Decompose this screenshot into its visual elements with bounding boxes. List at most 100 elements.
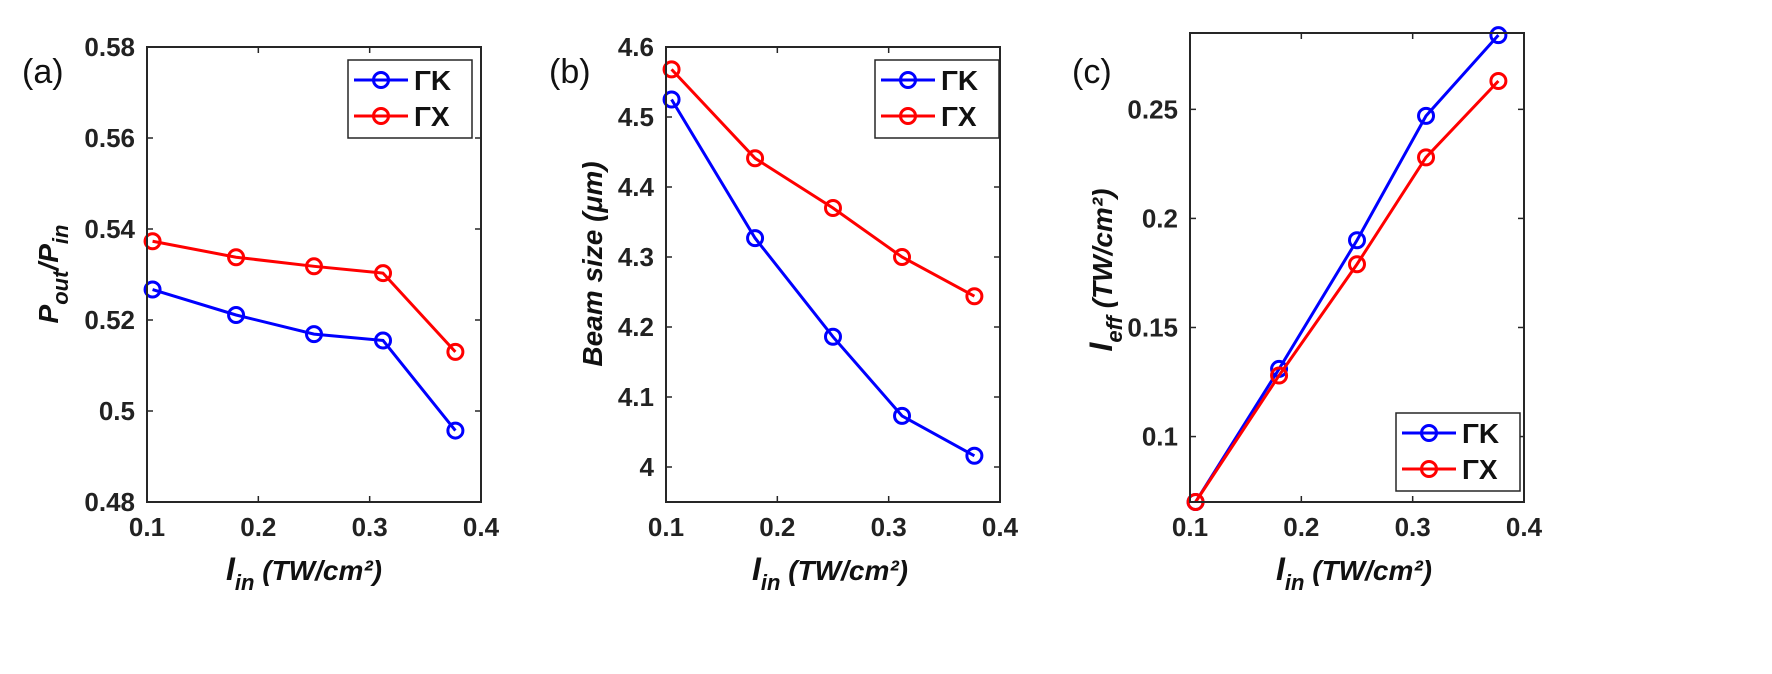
panel-c-series-gx-line xyxy=(1194,79,1500,503)
panel-c-xtick-label: 0.2 xyxy=(1283,512,1319,542)
panel-c-legend-gx-label: ΓX xyxy=(1462,454,1498,485)
panel-c-series-gk-point xyxy=(1489,26,1508,45)
panel-c-ytick-label: 0.2 xyxy=(1142,203,1178,233)
panel-c-legend-gx-marker xyxy=(1420,460,1438,478)
panel-b-xlabel-rest: (TW/cm²) xyxy=(780,555,908,586)
panel-a-series-gx-point xyxy=(143,232,162,251)
panel-a-xtick-label: 0.4 xyxy=(463,512,500,542)
panel-a-legend-gx-marker xyxy=(372,107,390,125)
panel-b-series-gk-point xyxy=(746,229,765,248)
panel-a-series-gx-point xyxy=(227,248,246,267)
panel-c-series-gk-point xyxy=(1417,106,1436,125)
panel-a-series-gx-line xyxy=(152,239,457,353)
panel-b-ytick-label: 4.5 xyxy=(618,102,654,132)
panel-c-legend-gk-marker xyxy=(1420,424,1438,442)
panel-b-series-gk-point xyxy=(893,406,912,425)
panel-b-axes-box xyxy=(665,46,1001,503)
panel-b-series-gx-point xyxy=(824,199,842,217)
panel-a-legend-box xyxy=(347,59,473,139)
panel-c-ylabel-rest: (TW/cm²) xyxy=(1087,189,1118,317)
panel-a-ytick-label: 0.48 xyxy=(84,487,135,517)
panel-b-ytick-label: 4.2 xyxy=(618,312,654,342)
panel-a-series-gx-point xyxy=(374,264,393,283)
panel-a-legend-gx-label: ΓX xyxy=(414,101,450,132)
panel-a-series-gk-line xyxy=(152,288,457,432)
panel-b-xlabel-main: I xyxy=(752,551,762,587)
panel-c-xlabel-sub: in xyxy=(1285,570,1305,595)
panel-c-ylabel-sub: eff xyxy=(1102,313,1127,342)
panel-c-xlabel: Iin (TW/cm²) xyxy=(1276,551,1432,595)
panel-a-xlabel-rest: (TW/cm²) xyxy=(254,555,382,586)
panel-b-label: (b) xyxy=(549,53,591,91)
panel-c-series-gk-line xyxy=(1194,34,1500,503)
panel-c-ylabel-main: I xyxy=(1083,341,1119,351)
panel-b-series-gk-point xyxy=(965,446,984,465)
panel-b-legend-gk-label: ΓK xyxy=(941,65,978,96)
panel-b-ytick-label: 4.4 xyxy=(618,172,655,202)
panel-b-xtick-label: 0.4 xyxy=(982,512,1019,542)
panel-a-legend-gk-marker xyxy=(372,71,390,89)
panel-a-ylabel-s2: in xyxy=(48,225,73,245)
panel-c-series-gx-point xyxy=(1348,255,1366,274)
panel-a-ytick-label: 0.56 xyxy=(84,123,135,153)
panel-a-ytick-label: 0.52 xyxy=(84,305,135,335)
panel-a-chart: (a) 0.1 0.2 0.3 0.40.480.50.520.540.560.58 … xyxy=(22,32,500,595)
panel-c-ytick-label: 0.1 xyxy=(1142,422,1178,452)
panel-b-ytick-label: 4.3 xyxy=(618,242,654,272)
panel-a-xtick-label: 0.1 xyxy=(129,512,165,542)
panel-c-ylabel: Ieff (TW/cm²) xyxy=(1083,189,1127,352)
panel-b-xtick-label: 0.2 xyxy=(759,512,795,542)
panel-a-series-gk-point xyxy=(446,421,465,440)
panel-b-xlabel-sub: in xyxy=(761,570,781,595)
panel-a-legend: ΓK ΓX xyxy=(347,59,473,139)
panel-b-series-gx-point xyxy=(965,287,984,306)
panel-b-ylabel: Beam size (μm) xyxy=(577,161,608,366)
panel-b-series-gx-point xyxy=(893,248,912,266)
panel-b-series-gx-point xyxy=(662,60,681,79)
panel-a-xtick-label: 0.2 xyxy=(240,512,276,542)
panel-a-xlabel-sub: in xyxy=(235,570,255,595)
panel-a-ylabel-s1: out xyxy=(48,269,73,305)
panel-c-chart: (c) 0.1 0.2 0.3 0.4 0.1 0.15 0.2 0.25 Iin (TW/c… xyxy=(1072,26,1543,595)
panel-b-xtick-label: 0.3 xyxy=(871,512,907,542)
panel-a-xlabel-main: I xyxy=(226,551,236,587)
panel-c-label: (c) xyxy=(1072,53,1112,91)
panel-a-series-gk-point xyxy=(143,280,162,299)
panel-a-label: (a) xyxy=(22,53,64,91)
panel-a-ylabel-p1: P xyxy=(33,304,64,323)
panel-b-chart: (b) 0.1 0.2 0.3 0.4 4 4.1 4.2 4.3 4.4 4.5 4.6 Iin … xyxy=(549,32,1019,595)
panel-b-ytick-label: 4.1 xyxy=(618,382,654,412)
panel-b-legend-box xyxy=(874,59,1000,139)
panel-b-legend-gx-label: ΓX xyxy=(941,101,977,132)
panel-a-ylabel: Pout/Pin xyxy=(33,225,73,324)
panel-b-legend-gk-marker xyxy=(899,71,917,89)
panel-c-legend: ΓK ΓX xyxy=(1395,412,1521,492)
panel-a-xlabel: Iin (TW/cm²) xyxy=(226,551,382,595)
panel-a-axes-box xyxy=(146,46,482,503)
panel-a-ylabel-p2: /P xyxy=(33,244,64,273)
panel-a-series-gk-point xyxy=(374,331,393,350)
panel-b-legend: ΓK ΓX xyxy=(874,59,1000,139)
panel-c-series-gx-point xyxy=(1417,148,1436,167)
panel-a-series-gk-point xyxy=(305,325,323,344)
panel-b-series-gk-point xyxy=(662,90,681,109)
panel-a-xtick-label: 0.3 xyxy=(352,512,388,542)
panel-a-series-gx-point xyxy=(305,257,323,276)
panel-c-series-gx-point xyxy=(1270,366,1289,385)
panel-c-legend-gk-label: ΓK xyxy=(1462,418,1499,449)
panel-b-xtick-label: 0.1 xyxy=(648,512,684,542)
panel-a-ytick-label: 0.54 xyxy=(84,214,135,244)
panel-c-legend-box xyxy=(1395,412,1521,492)
panel-a-series-gk-point xyxy=(227,305,246,324)
panel-a-ytick-label: 0.5 xyxy=(99,396,135,426)
panel-c-series-gx-point xyxy=(1489,71,1508,90)
panel-c-xtick-label: 0.3 xyxy=(1395,512,1431,542)
panel-b-legend-gx-marker xyxy=(899,107,917,125)
panel-a-ytick-label: 0.58 xyxy=(84,32,135,62)
panel-b-ytick-label: 4.6 xyxy=(618,32,654,62)
panel-c-series-gk-point xyxy=(1348,231,1366,250)
panel-a-legend-gk-label: ΓK xyxy=(414,65,451,96)
panel-c-ytick-label: 0.15 xyxy=(1127,312,1178,342)
panel-b-series-gk-point xyxy=(824,327,842,346)
panel-c-xtick-label: 0.1 xyxy=(1172,512,1208,542)
